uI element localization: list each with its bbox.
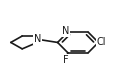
Text: N: N [62,26,69,36]
Text: N: N [33,34,41,44]
Text: F: F [63,55,68,65]
Text: Cl: Cl [97,37,106,47]
